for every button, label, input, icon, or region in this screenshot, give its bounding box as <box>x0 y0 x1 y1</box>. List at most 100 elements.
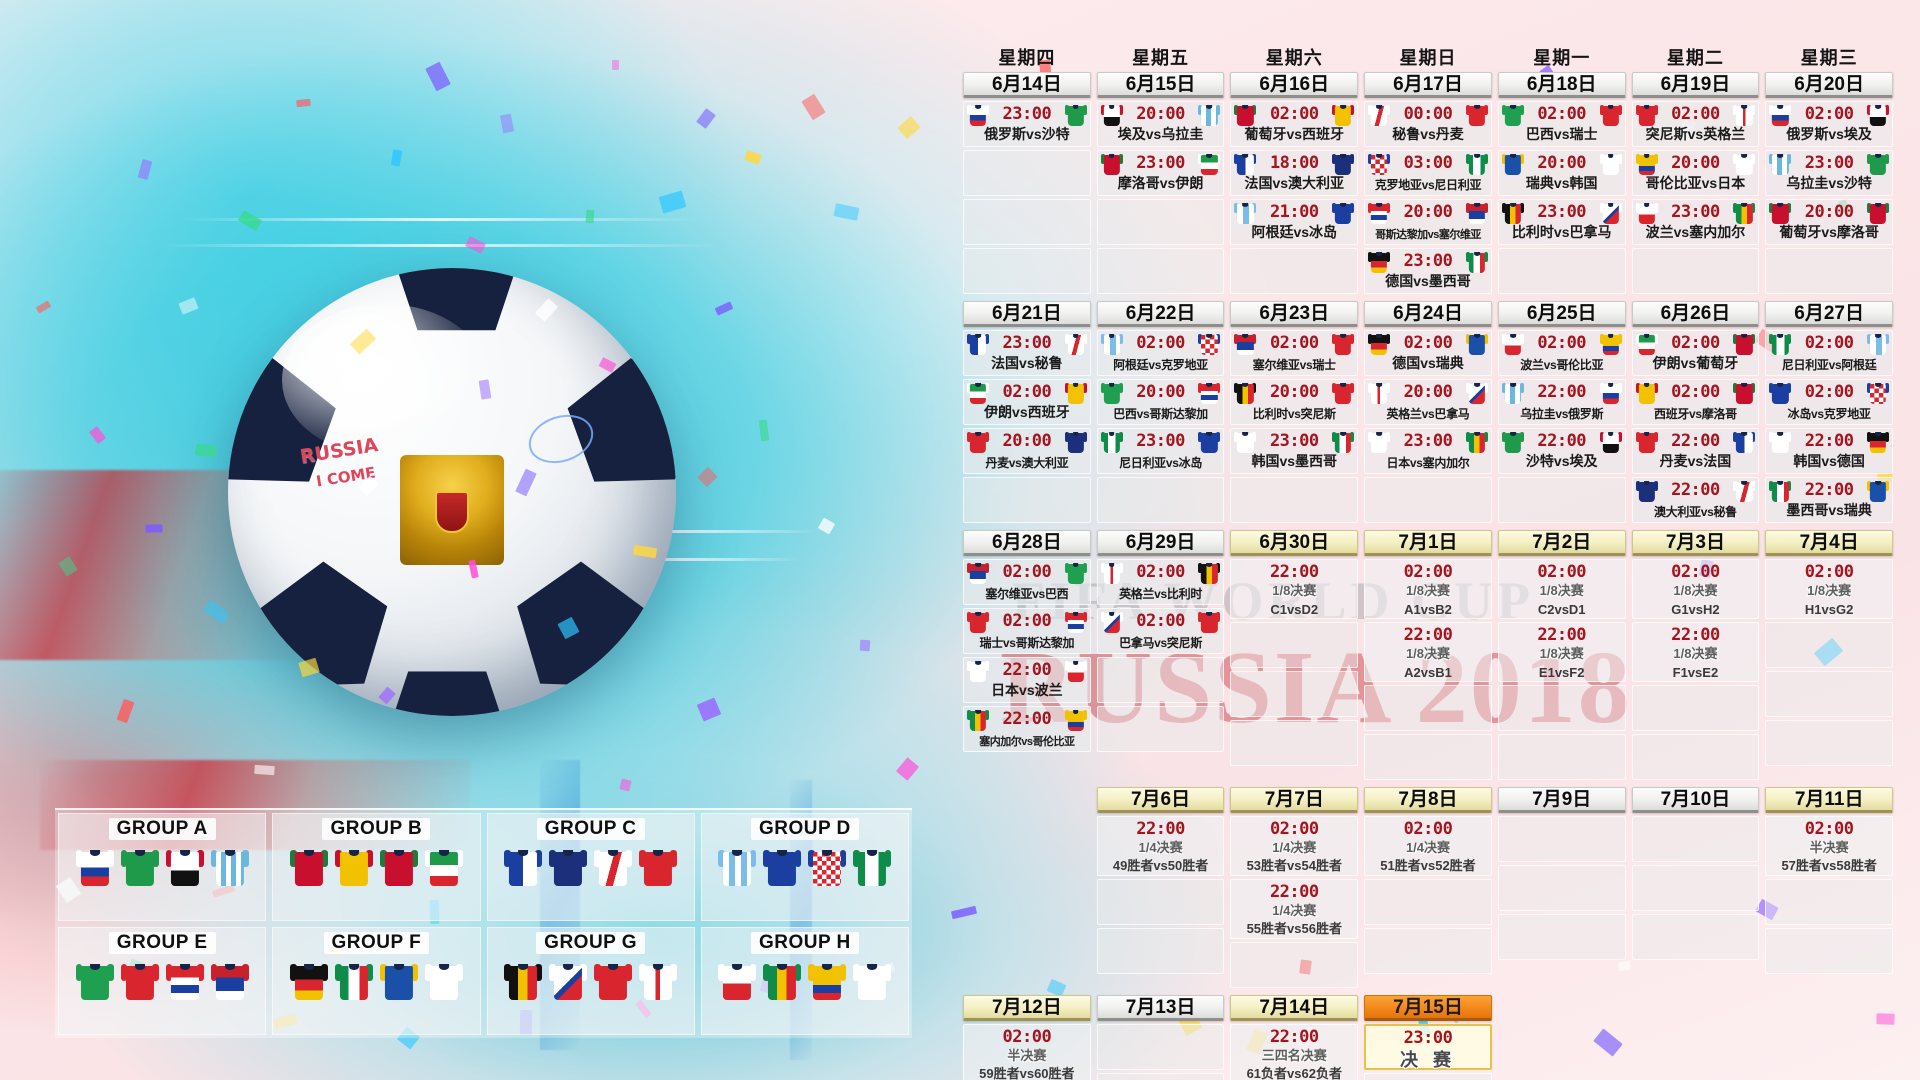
match-cell-knockout[interactable]: 02:00 1/8决赛 H1vsG2 <box>1765 559 1893 619</box>
match-cell-knockout[interactable]: 02:00 1/4决赛 53胜者vs54胜者 <box>1230 816 1359 876</box>
match-cell[interactable]: 02:00 英格兰vs比利时 <box>1096 559 1225 605</box>
match-cell[interactable]: 23:00 乌拉圭vs沙特 <box>1765 150 1893 196</box>
date-label-7月7日[interactable]: 7月7日 <box>1230 787 1359 813</box>
match-cell-knockout[interactable]: 22:00 1/4决赛 55胜者vs56胜者 <box>1230 879 1359 939</box>
match-cell[interactable]: 20:00 哥伦比亚vs日本 <box>1631 150 1760 196</box>
date-label-6月29日[interactable]: 6月29日 <box>1096 530 1225 556</box>
group-card-group-b[interactable]: GROUP B <box>272 813 481 921</box>
match-cell[interactable]: 22:00 乌拉圭vs俄罗斯 <box>1497 379 1626 425</box>
match-cell[interactable]: 22:00 丹麦vs法国 <box>1631 428 1760 474</box>
date-label-6月21日[interactable]: 6月21日 <box>963 301 1091 327</box>
match-cell[interactable]: 20:00 巴西vs哥斯达黎加 <box>1096 379 1225 425</box>
match-cell[interactable]: 23:00 比利时vs巴拿马 <box>1497 199 1626 245</box>
match-cell[interactable]: 22:00 日本vs波兰 <box>963 657 1091 703</box>
match-cell[interactable]: 22:00 沙特vs埃及 <box>1497 428 1626 474</box>
group-card-group-d[interactable]: GROUP D <box>700 813 909 921</box>
match-cell[interactable]: 02:00 巴拿马vs突尼斯 <box>1096 608 1225 654</box>
match-cell-knockout[interactable]: 22:00 1/4决赛 49胜者vs50胜者 <box>1096 816 1225 876</box>
match-cell-knockout[interactable]: 22:00 1/8决赛 E1vsF2 <box>1497 622 1626 682</box>
date-label-6月17日[interactable]: 6月17日 <box>1364 72 1492 98</box>
date-label-6月26日[interactable]: 6月26日 <box>1631 301 1760 327</box>
date-label-6月20日[interactable]: 6月20日 <box>1765 72 1893 98</box>
match-cell-knockout[interactable]: 02:00 半决赛 59胜者vs60胜者 <box>963 1024 1091 1080</box>
match-cell-final[interactable]: 23:00 决 赛 <box>1364 1024 1492 1070</box>
match-cell-knockout[interactable]: 02:00 1/8决赛 A1vsB2 <box>1364 559 1492 619</box>
match-cell[interactable]: 02:00 西班牙vs摩洛哥 <box>1631 379 1760 425</box>
date-label-6月23日[interactable]: 6月23日 <box>1230 301 1359 327</box>
match-cell[interactable]: 23:00 俄罗斯vs沙特 <box>963 101 1091 147</box>
match-cell-knockout[interactable]: 22:00 1/8决赛 A2vsB1 <box>1364 622 1492 682</box>
match-cell[interactable]: 22:00 塞内加尔vs哥伦比亚 <box>963 706 1091 752</box>
date-label-7月12日[interactable]: 7月12日 <box>963 995 1091 1021</box>
match-cell[interactable]: 20:00 英格兰vs巴拿马 <box>1364 379 1492 425</box>
date-label-6月27日[interactable]: 6月27日 <box>1765 301 1893 327</box>
group-card-group-c[interactable]: GROUP C <box>486 813 695 921</box>
match-cell[interactable]: 23:00 日本vs塞内加尔 <box>1364 428 1492 474</box>
date-label-6月28日[interactable]: 6月28日 <box>963 530 1091 556</box>
match-cell[interactable]: 02:00 伊朗vs葡萄牙 <box>1631 330 1760 376</box>
date-label-7月6日[interactable]: 7月6日 <box>1096 787 1225 813</box>
date-label-6月15日[interactable]: 6月15日 <box>1096 72 1225 98</box>
match-cell-knockout[interactable]: 22:00 1/8决赛 F1vsE2 <box>1631 622 1760 682</box>
group-card-group-h[interactable]: GROUP H <box>700 927 909 1035</box>
match-cell[interactable]: 00:00 秘鲁vs丹麦 <box>1364 101 1492 147</box>
group-card-group-f[interactable]: GROUP F <box>272 927 481 1035</box>
date-label-7月1日[interactable]: 7月1日 <box>1364 530 1492 556</box>
match-cell[interactable]: 20:00 瑞典vs韩国 <box>1497 150 1626 196</box>
date-label-6月18日[interactable]: 6月18日 <box>1497 72 1626 98</box>
match-cell[interactable]: 20:00 哥斯达黎加vs塞尔维亚 <box>1364 199 1492 245</box>
match-cell[interactable]: 18:00 法国vs澳大利亚 <box>1230 150 1359 196</box>
date-label-6月25日[interactable]: 6月25日 <box>1497 301 1626 327</box>
match-cell[interactable]: 02:00 葡萄牙vs西班牙 <box>1230 101 1359 147</box>
match-cell[interactable]: 02:00 瑞士vs哥斯达黎加 <box>963 608 1091 654</box>
match-cell[interactable]: 22:00 墨西哥vs瑞典 <box>1765 477 1893 523</box>
match-cell[interactable]: 23:00 德国vs墨西哥 <box>1364 248 1492 294</box>
match-cell[interactable]: 02:00 突尼斯vs英格兰 <box>1631 101 1760 147</box>
match-cell[interactable]: 21:00 阿根廷vs冰岛 <box>1230 199 1359 245</box>
match-cell[interactable]: 23:00 摩洛哥vs伊朗 <box>1096 150 1225 196</box>
match-cell-knockout[interactable]: 02:00 半决赛 57胜者vs58胜者 <box>1765 816 1893 876</box>
match-cell[interactable]: 02:00 冰岛vs克罗地亚 <box>1765 379 1893 425</box>
date-label-7月9日[interactable]: 7月9日 <box>1497 787 1626 813</box>
match-cell[interactable]: 02:00 巴西vs瑞士 <box>1497 101 1626 147</box>
date-label-7月3日[interactable]: 7月3日 <box>1631 530 1760 556</box>
match-cell[interactable]: 23:00 尼日利亚vs冰岛 <box>1096 428 1225 474</box>
date-label-6月19日[interactable]: 6月19日 <box>1631 72 1760 98</box>
match-cell[interactable]: 20:00 丹麦vs澳大利亚 <box>963 428 1091 474</box>
date-label-7月8日[interactable]: 7月8日 <box>1364 787 1492 813</box>
match-cell[interactable]: 02:00 塞尔维亚vs瑞士 <box>1230 330 1359 376</box>
match-cell[interactable]: 02:00 德国vs瑞典 <box>1364 330 1492 376</box>
date-label-7月15日[interactable]: 7月15日 <box>1364 995 1492 1021</box>
match-cell[interactable]: 02:00 俄罗斯vs埃及 <box>1765 101 1893 147</box>
match-cell-knockout[interactable]: 22:00 三四名决赛 61负者vs62负者 <box>1230 1024 1359 1080</box>
match-cell-knockout[interactable]: 02:00 1/8决赛 C2vsD1 <box>1497 559 1626 619</box>
group-card-group-e[interactable]: GROUP E <box>58 927 267 1035</box>
match-cell[interactable]: 02:00 塞尔维亚vs巴西 <box>963 559 1091 605</box>
match-cell[interactable]: 20:00 葡萄牙vs摩洛哥 <box>1765 199 1893 245</box>
date-label-7月13日[interactable]: 7月13日 <box>1096 995 1225 1021</box>
group-card-group-a[interactable]: GROUP A <box>58 813 267 921</box>
match-cell[interactable]: 02:00 尼日利亚vs阿根廷 <box>1765 330 1893 376</box>
match-cell[interactable]: 20:00 埃及vs乌拉圭 <box>1096 101 1225 147</box>
group-card-group-g[interactable]: GROUP G <box>486 927 695 1035</box>
match-cell[interactable]: 02:00 波兰vs哥伦比亚 <box>1497 330 1626 376</box>
match-cell-knockout[interactable]: 02:00 1/8决赛 G1vsH2 <box>1631 559 1760 619</box>
date-label-6月14日[interactable]: 6月14日 <box>963 72 1091 98</box>
match-cell-knockout[interactable]: 22:00 1/8决赛 C1vsD2 <box>1230 559 1359 619</box>
date-label-6月22日[interactable]: 6月22日 <box>1096 301 1225 327</box>
date-label-7月10日[interactable]: 7月10日 <box>1631 787 1760 813</box>
date-label-7月2日[interactable]: 7月2日 <box>1497 530 1626 556</box>
date-label-7月14日[interactable]: 7月14日 <box>1230 995 1359 1021</box>
date-label-7月11日[interactable]: 7月11日 <box>1765 787 1893 813</box>
match-cell[interactable]: 23:00 法国vs秘鲁 <box>963 330 1091 376</box>
date-label-6月30日[interactable]: 6月30日 <box>1230 530 1359 556</box>
match-cell[interactable]: 20:00 比利时vs突尼斯 <box>1230 379 1359 425</box>
match-cell[interactable]: 02:00 伊朗vs西班牙 <box>963 379 1091 425</box>
match-cell[interactable]: 22:00 韩国vs德国 <box>1765 428 1893 474</box>
match-cell-knockout[interactable]: 02:00 1/4决赛 51胜者vs52胜者 <box>1364 816 1492 876</box>
date-label-6月16日[interactable]: 6月16日 <box>1230 72 1359 98</box>
match-cell[interactable]: 23:00 韩国vs墨西哥 <box>1230 428 1359 474</box>
date-label-6月24日[interactable]: 6月24日 <box>1364 301 1492 327</box>
match-cell[interactable]: 02:00 阿根廷vs克罗地亚 <box>1096 330 1225 376</box>
date-label-7月4日[interactable]: 7月4日 <box>1765 530 1893 556</box>
